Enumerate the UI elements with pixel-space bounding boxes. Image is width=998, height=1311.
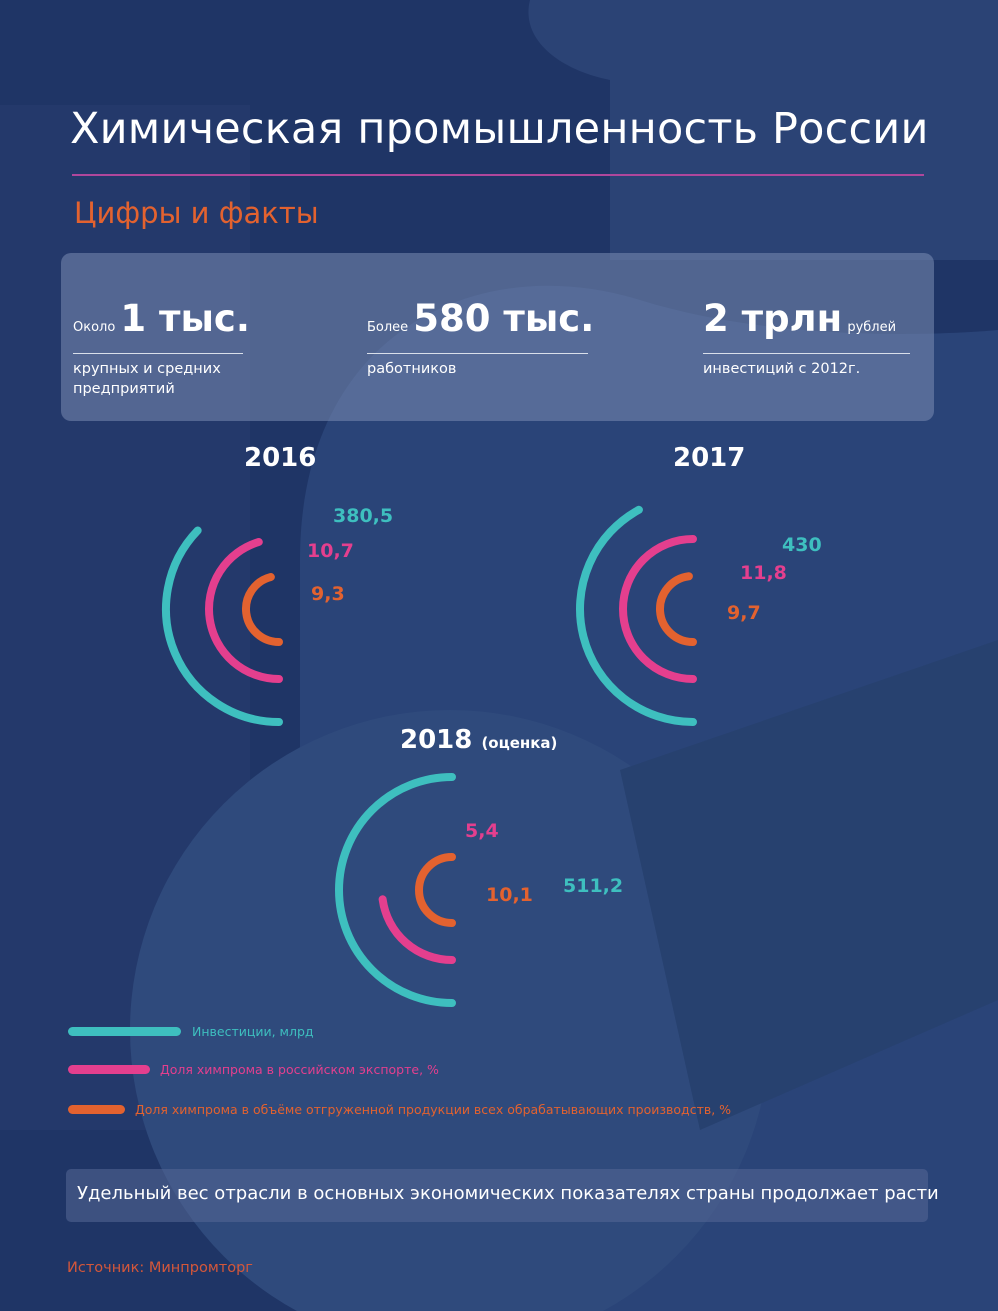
legend-swatch xyxy=(68,1027,181,1036)
data-label-2016-series-3: 9,3 xyxy=(311,583,345,605)
data-label-2016-series-2: 10,7 xyxy=(307,540,354,562)
facts-panel: Около 1 тыс. крупных и средних предприят… xyxy=(61,253,934,421)
conclusion-box: Удельный вес отрасли в основных экономич… xyxy=(66,1169,939,1222)
year-text: 2016 xyxy=(244,443,317,473)
fact-divider xyxy=(703,353,910,354)
arc-2016-series-1 xyxy=(162,526,283,726)
conclusion-text: Удельный вес отрасли в основных экономич… xyxy=(77,1183,939,1204)
legend-swatch xyxy=(68,1105,125,1114)
year-label-2016: 2016 xyxy=(244,443,316,473)
arc-2017-series-1 xyxy=(576,505,697,726)
fact-prefix: Более xyxy=(367,320,409,335)
fact-workers: Более 580 тыс. работников xyxy=(367,297,594,379)
data-label-2017-series-3: 9,7 xyxy=(727,602,761,624)
title-divider xyxy=(72,174,924,176)
fact-description: инвестиций с 2012г. xyxy=(703,361,861,377)
fact-divider xyxy=(73,353,243,354)
page-title: Химическая промышленность России xyxy=(70,104,929,154)
arc-2016-series-3 xyxy=(242,573,283,646)
year-label-2017: 2017 xyxy=(673,443,745,473)
fact-investments: 2 трлн рублей инвестиций с 2012г. xyxy=(703,297,910,379)
data-label-2017-series-1: 430 xyxy=(782,534,822,556)
data-label-2016-series-1: 380,5 xyxy=(333,505,393,527)
legend-label: Инвестиции, млрд xyxy=(192,1024,314,1039)
data-label-2018-series-3: 10,1 xyxy=(486,884,533,906)
fact-description: работников xyxy=(367,361,457,377)
fact-description: крупных и средних предприятий xyxy=(73,361,221,397)
legend-label: Доля химпрома в объёме отгруженной проду… xyxy=(135,1102,732,1117)
year-text: 2017 xyxy=(673,443,746,473)
arc-2018-series-1 xyxy=(335,773,456,1007)
fact-prefix: Около xyxy=(73,320,116,335)
data-label-2018-series-1: 511,2 xyxy=(563,875,623,897)
arc-2017-series-2 xyxy=(619,535,697,683)
source-note: Источник: Минпромторг xyxy=(67,1260,253,1276)
data-label-2018-series-2: 5,4 xyxy=(465,820,499,842)
legend-swatch xyxy=(68,1065,150,1074)
arc-2016-series-2 xyxy=(205,537,283,683)
fact-value: 1 тыс. xyxy=(120,297,250,340)
fact-suffix: рублей xyxy=(847,320,897,335)
arc-2017-series-3 xyxy=(656,572,697,646)
legend-label: Доля химпрома в российском экспорте, % xyxy=(160,1062,439,1077)
arc-2018-series-2 xyxy=(378,895,456,964)
data-label-2017-series-2: 11,8 xyxy=(740,562,787,584)
fact-value: 2 трлн xyxy=(703,297,843,340)
year-text: 2018 xyxy=(400,725,473,755)
fact-value: 580 тыс. xyxy=(413,297,595,340)
year-note: (оценка) xyxy=(481,734,558,752)
fact-divider xyxy=(367,353,588,354)
fact-enterprises: Около 1 тыс. крупных и средних предприят… xyxy=(73,297,250,399)
year-label-2018: 2018 (оценка) xyxy=(400,725,557,755)
page-subtitle: Цифры и факты xyxy=(74,196,319,230)
arc-2018-series-3 xyxy=(415,853,456,927)
